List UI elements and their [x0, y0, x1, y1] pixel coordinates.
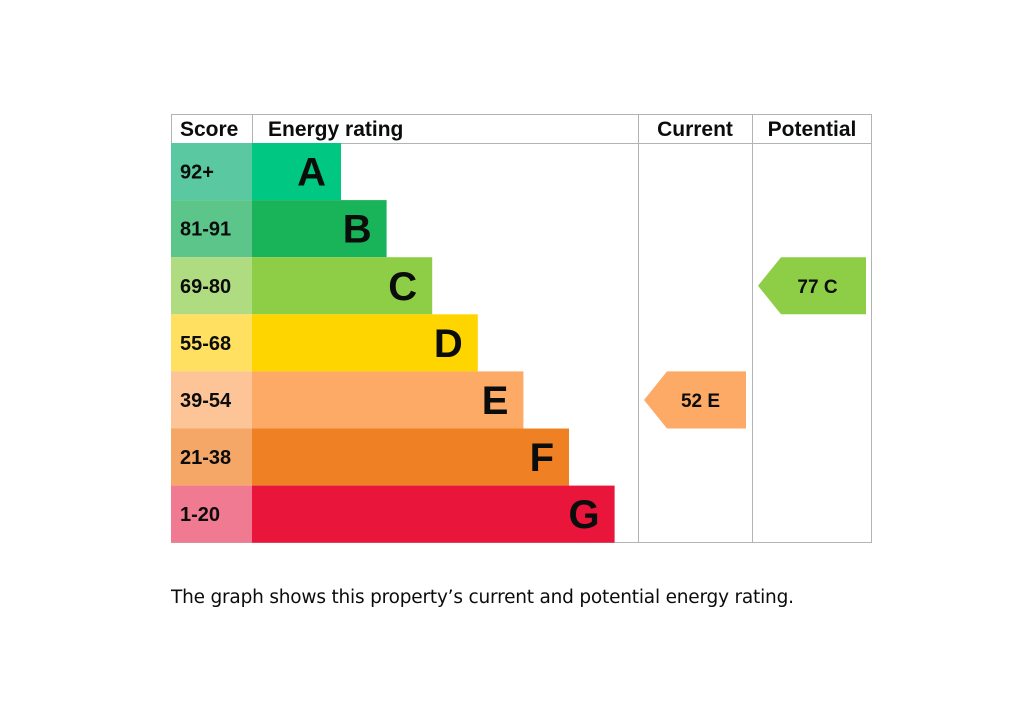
potential-rating-arrow-label: 77 C — [797, 277, 837, 298]
band-score-label: 69-80 — [180, 276, 231, 298]
band-bar — [252, 485, 615, 543]
band-score-cell — [171, 428, 252, 486]
band-b: 81-91 B — [171, 200, 387, 258]
band-letter: E — [482, 379, 509, 423]
band-score-cell — [171, 371, 252, 429]
band-bar — [252, 200, 387, 258]
band-bar — [252, 143, 341, 201]
rating-bands: 92+ A 81-91 B 69-80 C 55-68 D 39-54 E 21-38 F 1-20 G — [171, 143, 615, 543]
band-g: 1-20 G — [171, 485, 615, 543]
band-c: 69-80 C — [171, 257, 433, 315]
band-e: 39-54 E — [171, 371, 524, 429]
band-d: 55-68 D — [171, 314, 478, 372]
band-score-cell — [171, 143, 252, 201]
band-score-label: 21-38 — [180, 447, 231, 469]
band-score-label: 55-68 — [180, 333, 231, 355]
chart-headers: Score Energy rating Current Potential — [180, 118, 856, 141]
rating-arrows: 52 E 77 C — [644, 257, 866, 429]
band-letter: D — [434, 322, 463, 366]
header-energy-rating: Energy rating — [268, 118, 403, 141]
band-score-cell — [171, 485, 252, 543]
header-score: Score — [180, 118, 238, 141]
graph-caption: The graph shows this property’s current … — [171, 587, 794, 608]
header-potential: Potential — [768, 118, 857, 141]
band-bar — [252, 371, 524, 429]
band-letter: A — [297, 151, 326, 195]
band-score-cell — [171, 257, 252, 315]
band-score-cell — [171, 200, 252, 258]
potential-rating-arrow: 77 C — [758, 257, 866, 315]
band-score-label: 39-54 — [180, 390, 232, 412]
epc-chart: Score Energy rating Current Potential 92+ A 8… — [171, 114, 872, 543]
band-bar — [252, 314, 478, 372]
band-score-cell — [171, 314, 252, 372]
header-current: Current — [657, 118, 733, 141]
band-score-label: 92+ — [180, 162, 214, 184]
potential-rating-arrow-shape — [758, 257, 866, 315]
band-bar — [252, 428, 569, 486]
current-rating-arrow-label: 52 E — [681, 391, 720, 412]
band-letter: B — [343, 208, 372, 252]
band-letter: G — [568, 493, 599, 537]
band-letter: C — [388, 265, 417, 309]
current-rating-arrow-shape — [644, 371, 746, 429]
band-score-label: 1-20 — [180, 504, 220, 526]
current-rating-arrow: 52 E — [644, 371, 746, 429]
band-bar — [252, 257, 433, 315]
band-f: 21-38 F — [171, 428, 569, 486]
band-a: 92+ A — [171, 143, 341, 201]
band-letter: F — [530, 436, 554, 480]
band-score-label: 81-91 — [180, 219, 231, 241]
